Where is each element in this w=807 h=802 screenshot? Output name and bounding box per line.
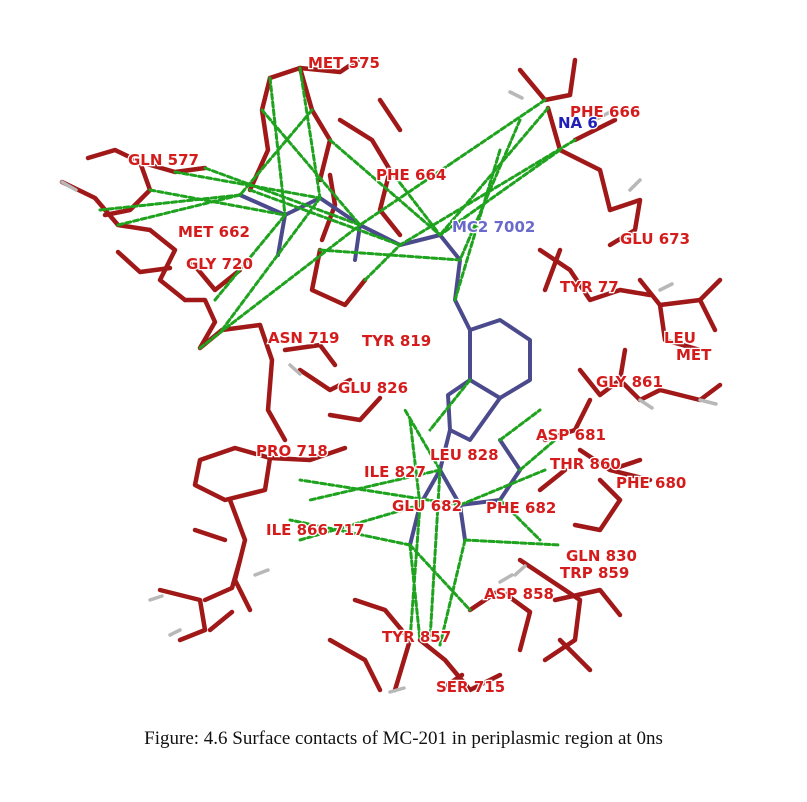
surface-contact-lines [98,66,577,647]
label-met: MET [676,346,712,364]
label-ser-715: SER 715 [436,678,505,696]
label-leu-828: LEU 828 [430,446,499,464]
label-thr-860: THR 860 [550,455,621,473]
label-ile-827: ILE 827 [364,463,426,481]
label-leu: LEU [664,329,696,347]
residue-sticks [59,57,723,693]
label-glu-682: GLU 682 [392,497,462,515]
label-gln-577: GLN 577 [128,151,199,169]
hydrogen-atoms [60,90,718,694]
label-na-6: NA 6 [558,114,598,132]
label-tyr-77: TYR 77 [560,278,619,296]
label-gly-720: GLY 720 [186,255,253,273]
label-phe-682: PHE 682 [486,499,556,517]
label-glu-673: GLU 673 [620,230,690,248]
label-met-662: MET 662 [178,223,250,241]
label-gln-830: GLN 830 [566,547,637,565]
label-pro-718: PRO 718 [256,442,328,460]
label-met-575: MET 575 [308,54,380,72]
label-tyr-819: TYR 819 [362,332,431,350]
label-phe-666: PHE 666 [570,103,640,121]
label-phe-680: PHE 680 [616,474,686,492]
molecular-contact-figure: MET 575 PHE 666 NA 6 GLN 577 PHE 664 MC2 7002… [59,53,723,698]
label-ile-717: ILE 866 717 [266,521,364,539]
label-glu-826: GLU 826 [338,379,408,397]
label-phe-664: PHE 664 [376,166,446,184]
label-gly-861: GLY 861 [596,373,663,391]
label-asp-858: ASP 858 [484,585,554,603]
label-trp-859: TRP 859 [560,564,629,582]
label-mc2-7002: MC2 7002 [452,218,535,236]
figure-caption: Figure: 4.6 Surface contacts of MC-201 i… [144,728,663,749]
label-tyr-857: TYR 857 [382,628,451,646]
label-asp-681: ASP 681 [536,426,606,444]
label-asn-719: ASN 719 [268,329,340,347]
